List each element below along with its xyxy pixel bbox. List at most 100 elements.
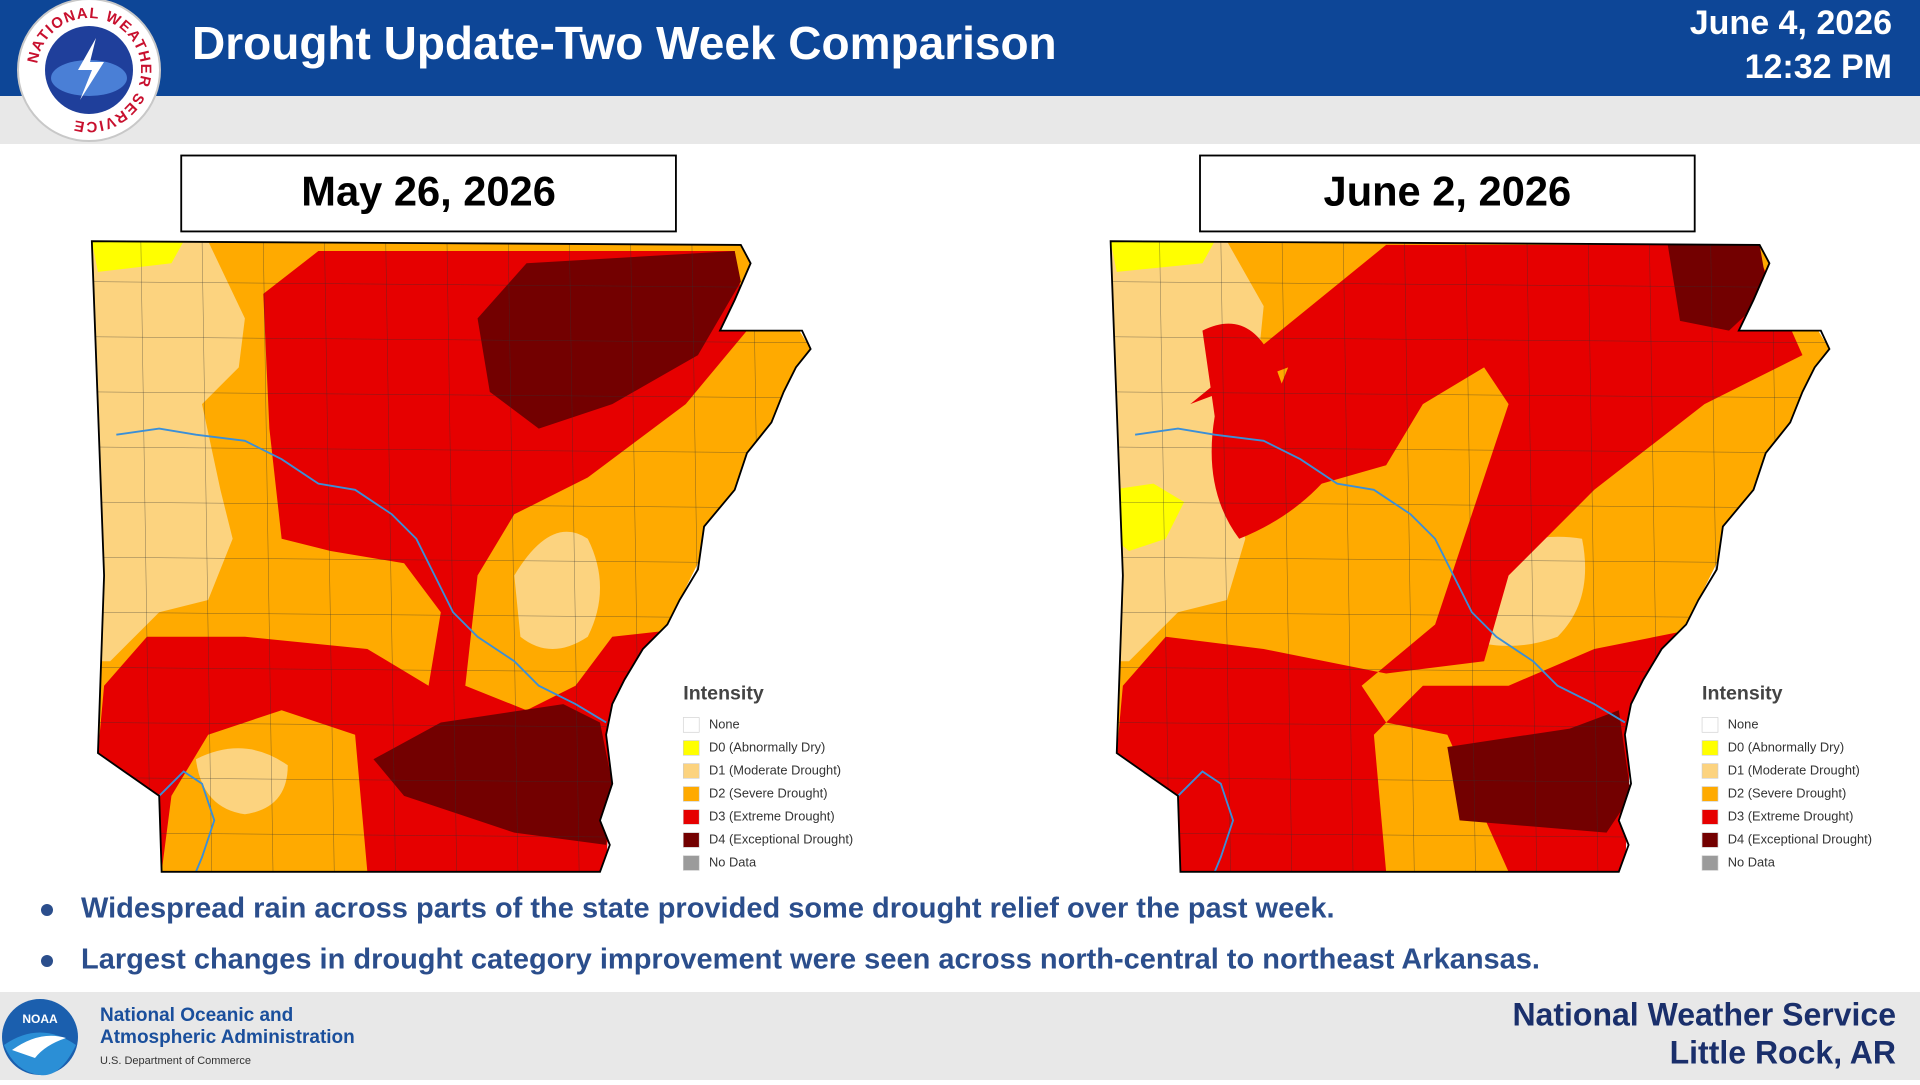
legend-label: D3 (Extreme Drought) xyxy=(709,808,835,823)
legend-label: D4 (Exceptional Drought) xyxy=(709,831,853,846)
county-line xyxy=(91,391,811,399)
legend-label: D0 (Abnormally Dry) xyxy=(1728,739,1844,754)
legend-label: D1 (Moderate Drought) xyxy=(709,762,841,777)
county-line xyxy=(1110,501,1830,509)
office-line: National Weather Service xyxy=(1512,996,1896,1032)
legend-swatch xyxy=(1701,809,1719,825)
county-line xyxy=(91,336,811,344)
county-line xyxy=(1110,391,1830,399)
county-line xyxy=(385,241,396,872)
drought-area xyxy=(195,748,288,815)
county-line xyxy=(140,241,151,872)
header-band xyxy=(0,96,1920,144)
legend-swatch xyxy=(682,809,700,825)
bullet-text: Widespread rain across parts of the stat… xyxy=(81,893,1335,925)
drought-area xyxy=(91,241,184,272)
bullet-text: Largest changes in drought category impr… xyxy=(81,944,1540,976)
river xyxy=(1177,770,1235,872)
river xyxy=(158,770,216,872)
map-fill xyxy=(91,241,811,872)
county-line xyxy=(1465,241,1476,872)
bullet-dot xyxy=(41,904,53,916)
legend-label: None xyxy=(709,716,740,731)
department: U.S. Department of Commerce xyxy=(100,1055,251,1067)
legend-label: No Data xyxy=(1728,854,1776,869)
drought-area xyxy=(373,704,613,845)
county-line xyxy=(1343,241,1354,872)
drought-area xyxy=(1202,323,1338,539)
county-line xyxy=(263,241,274,872)
legend-label: D2 (Severe Drought) xyxy=(709,785,827,800)
map-title: May 26, 2026 xyxy=(301,168,556,215)
county-line xyxy=(1526,241,1537,872)
county-line xyxy=(1159,241,1170,872)
county-line xyxy=(1110,446,1830,454)
drought-area xyxy=(1110,241,1215,272)
legend-swatch xyxy=(682,832,700,848)
legend-title: Intensity xyxy=(683,682,764,704)
bullet-list: Widespread rain across parts of the stat… xyxy=(41,893,1540,976)
legend-label: None xyxy=(1728,716,1759,731)
legend-swatch xyxy=(682,786,700,802)
legend-swatch xyxy=(1701,786,1719,802)
county-line xyxy=(91,556,811,564)
header-title: Drought Update-Two Week Comparison xyxy=(192,17,1057,69)
noaa-logo: NOAA xyxy=(2,999,78,1076)
county-line xyxy=(507,241,519,872)
legend-label: No Data xyxy=(709,854,757,869)
legend-label: D1 (Moderate Drought) xyxy=(1728,762,1860,777)
header-date: June 4, 2026 xyxy=(1690,4,1892,42)
legend-label: D0 (Abnormally Dry) xyxy=(709,739,825,754)
county-line xyxy=(1220,241,1231,872)
drought-area xyxy=(91,241,245,662)
legend-swatch xyxy=(1701,855,1719,871)
drought-map: May 26, 2026 Intensity None D0 (Abnormally … xyxy=(90,154,853,873)
drought-area xyxy=(477,251,741,429)
legend-swatch xyxy=(1701,763,1719,779)
bullet-dot xyxy=(41,955,53,967)
drought-area xyxy=(1447,710,1632,833)
county-line xyxy=(91,446,811,454)
county-line xyxy=(569,241,580,872)
agency-line: National Oceanic and xyxy=(100,1005,293,1026)
legend-label: D4 (Exceptional Drought) xyxy=(1728,831,1872,846)
legend-swatch xyxy=(682,740,700,756)
legend-swatch xyxy=(682,717,700,733)
office-line: Little Rock, AR xyxy=(1670,1034,1896,1070)
legend-label: D2 (Severe Drought) xyxy=(1728,785,1847,800)
drought-area xyxy=(1667,244,1769,331)
county-line xyxy=(91,501,811,509)
header-bar xyxy=(0,0,1920,96)
legend-label: D3 (Extreme Drought) xyxy=(1728,808,1854,823)
county-line xyxy=(446,241,457,872)
map-title: June 2, 2026 xyxy=(1324,168,1572,215)
header-time: 12:32 PM xyxy=(1745,48,1892,86)
county-line xyxy=(201,241,213,872)
county-line xyxy=(1110,336,1830,344)
footer-band xyxy=(0,992,1920,1080)
agency-line: Atmospheric Administration xyxy=(100,1027,355,1048)
drought-area xyxy=(1110,483,1185,552)
drought-map: June 2, 2026 Intensity None D0 (Abnormally … xyxy=(1109,154,1872,873)
county-line xyxy=(1281,241,1293,872)
legend-swatch xyxy=(1701,740,1719,756)
river xyxy=(1134,427,1626,724)
county-line xyxy=(1110,281,1830,289)
legend-title: Intensity xyxy=(1702,682,1783,704)
noaa-logo-text: NOAA xyxy=(22,1012,58,1026)
county-line xyxy=(1404,241,1415,872)
legend-swatch xyxy=(1701,832,1719,848)
legend-swatch xyxy=(682,763,700,779)
maps: May 26, 2026 Intensity None D0 (Abnormally … xyxy=(90,154,1872,873)
map-fill xyxy=(1110,241,1830,872)
river xyxy=(116,427,607,724)
legend-swatch xyxy=(1701,717,1719,733)
county-line xyxy=(324,241,335,872)
legend-swatch xyxy=(682,855,700,871)
county-line xyxy=(91,281,811,289)
map-title-box xyxy=(1199,154,1696,233)
county-line xyxy=(1587,241,1599,872)
county-line xyxy=(1110,556,1830,564)
